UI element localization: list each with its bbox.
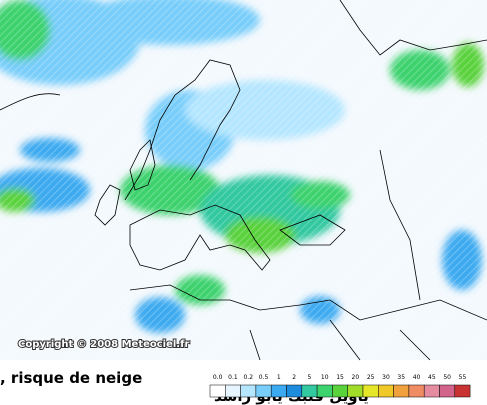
legend-label: 45: [428, 374, 436, 381]
legend-swatch: [270, 384, 287, 398]
coastline: [124, 59, 241, 201]
legend-swatch: [209, 384, 226, 398]
legend-label: 25: [367, 374, 375, 381]
coastlines: [0, 0, 487, 361]
legend-label: 40: [413, 374, 421, 381]
legend-label: 30: [382, 374, 390, 381]
legend-swatch: [225, 384, 241, 398]
map: Copyright © 2008 Meteociel.fr: [0, 0, 487, 361]
copyright: Copyright © 2008 Meteociel.fr: [18, 339, 189, 350]
coastline: [94, 184, 121, 226]
legend-swatch: [286, 384, 303, 398]
legend-swatch: [347, 384, 364, 398]
legend-label: 50: [443, 374, 451, 381]
legend-label: 15: [336, 374, 344, 381]
legend-label: 55: [459, 374, 467, 381]
legend-swatch: [301, 384, 318, 398]
coastline: [339, 0, 487, 56]
legend-label: 35: [397, 374, 405, 381]
legend-swatch: [408, 384, 425, 398]
legend-label: 0.1: [228, 374, 238, 381]
legend: 0.0 0.1 0.2 0.5 1 2 5 10 15 20 25 30 35 40 45 50 55: [209, 374, 471, 398]
coastline: [129, 139, 156, 191]
legend-label: 1: [277, 374, 281, 381]
legend-swatch: [255, 384, 272, 398]
legend-swatch: [332, 384, 348, 398]
coastline: [279, 214, 346, 246]
legend-swatch: [378, 384, 394, 398]
legend-swatch: [439, 384, 456, 398]
legend-label: 0.5: [259, 374, 269, 381]
legend-swatch: [423, 384, 440, 398]
hatching: [0, 0, 487, 360]
legend-swatch: [362, 384, 379, 398]
legend-swatch: [316, 384, 333, 398]
border: [379, 149, 421, 301]
coastline: [129, 284, 487, 321]
caption: , risque de neige: [0, 369, 142, 387]
legend-label: 0.2: [243, 374, 253, 381]
legend-label: 5: [308, 374, 312, 381]
legend-label: 0.0: [213, 374, 223, 381]
legend-label: 20: [352, 374, 360, 381]
border: [249, 319, 431, 361]
coastline: [0, 93, 61, 111]
legend-swatch: [393, 384, 410, 398]
legend-label: 10: [321, 374, 329, 381]
legend-swatch: [454, 384, 471, 398]
coastline: [129, 204, 271, 271]
legend-label: 2: [292, 374, 296, 381]
legend-swatch: [240, 384, 257, 398]
